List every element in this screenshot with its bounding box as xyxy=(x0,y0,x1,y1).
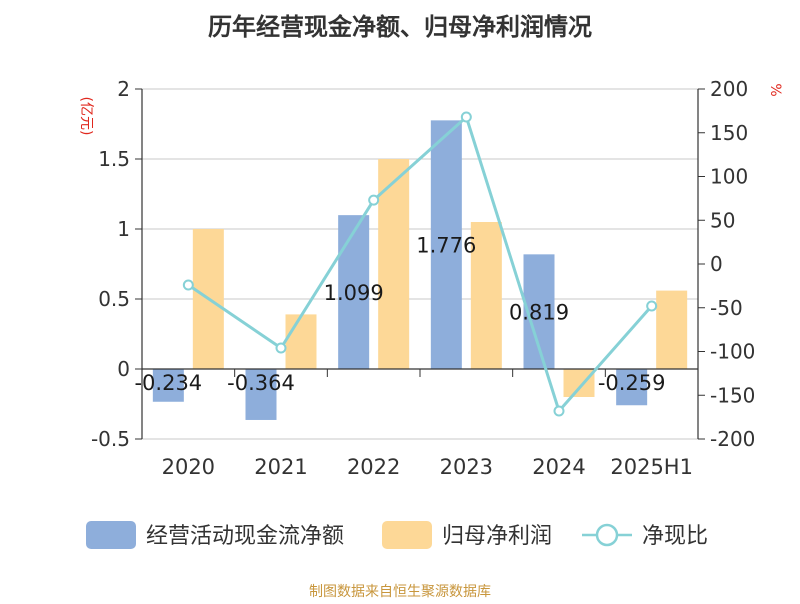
bars xyxy=(152,120,688,420)
axes xyxy=(135,88,705,440)
legend-swatch[interactable] xyxy=(382,521,432,549)
tick-labels: 2 1.5 1 0.5 0 -0.5 200 150 100 50 0 -50 -100 -150 -200… xyxy=(91,77,755,479)
data-labels: -0.234 -0.364 1.099 1.776 0.819 -0.259 xyxy=(134,234,665,395)
net-profit-bar xyxy=(285,314,317,369)
legend-label[interactable]: 净现比 xyxy=(642,524,708,549)
chart-title: 历年经营现金净额、归母净利润情况 xyxy=(208,13,592,41)
category-label: 2024 xyxy=(532,455,585,479)
legend-item[interactable]: 归母净利润 xyxy=(382,521,552,549)
right-axis-tick-label: 0 xyxy=(710,252,723,276)
right-axis-unit: % xyxy=(767,83,783,96)
cash-flow-bar xyxy=(338,215,370,369)
left-axis-tick-label: 1 xyxy=(117,217,130,241)
right-axis-tick-label: -150 xyxy=(710,383,755,407)
category-label: 2023 xyxy=(440,455,493,479)
legend-marker[interactable] xyxy=(595,523,619,547)
right-axis-tick-label: 100 xyxy=(710,165,748,189)
net-profit-bar xyxy=(563,369,595,397)
ratio-point xyxy=(646,300,658,312)
net-profit-bar xyxy=(656,290,688,369)
right-axis-tick-label: 200 xyxy=(710,77,748,101)
category-label: 2021 xyxy=(254,455,307,479)
source-note: 制图数据来自恒生聚源数据库 xyxy=(309,584,491,600)
left-axis-tick-label: 2 xyxy=(117,77,130,101)
ratio-point xyxy=(460,111,472,123)
left-axis-tick-label: 0.5 xyxy=(98,287,130,311)
cash-flow-data-label: 0.819 xyxy=(509,301,569,325)
net-profit-bar xyxy=(378,159,410,369)
legend-item[interactable]: 净现比 xyxy=(582,523,708,549)
ratio-point xyxy=(368,194,380,206)
ratio-point xyxy=(275,342,287,354)
ratio-polyline xyxy=(187,114,653,414)
right-axis-tick-label: -100 xyxy=(710,340,755,364)
legend[interactable]: 经营活动现金流净额 归母净利润 净现比 xyxy=(86,521,708,549)
category-label: 2025H1 xyxy=(610,455,693,479)
ratio-point xyxy=(182,279,194,291)
ratio-point xyxy=(553,405,565,417)
legend-item[interactable]: 经营活动现金流净额 xyxy=(86,521,344,549)
left-axis-tick-label: 1.5 xyxy=(98,147,130,171)
legend-swatch[interactable] xyxy=(86,521,136,549)
cash-flow-bar xyxy=(430,120,462,369)
category-label: 2020 xyxy=(162,455,215,479)
net-profit-bar xyxy=(470,222,502,369)
right-axis-tick-label: -200 xyxy=(710,427,755,451)
left-axis-unit: (亿元) xyxy=(78,97,94,136)
left-axis-tick-label: 0 xyxy=(117,357,130,381)
cash-flow-bar xyxy=(616,369,648,406)
legend-label[interactable]: 归母净利润 xyxy=(442,524,552,549)
left-axis-tick-label: -0.5 xyxy=(91,427,130,451)
ratio-line xyxy=(182,111,658,417)
right-axis-tick-label: 150 xyxy=(710,121,748,145)
cash-flow-bar xyxy=(152,369,184,402)
cash-flow-bar xyxy=(245,369,277,420)
cash-flow-data-label: 1.776 xyxy=(416,234,476,258)
right-axis-tick-label: 50 xyxy=(710,208,735,232)
right-axis-tick-label: -50 xyxy=(710,296,743,320)
cash-flow-data-label: 1.099 xyxy=(324,281,384,305)
category-label: 2022 xyxy=(347,455,400,479)
legend-label[interactable]: 经营活动现金流净额 xyxy=(146,524,344,549)
cash-flow-data-label: -0.364 xyxy=(227,371,295,395)
cash-flow-data-label: -0.234 xyxy=(134,371,202,395)
cash-flow-data-label: -0.259 xyxy=(598,371,666,395)
